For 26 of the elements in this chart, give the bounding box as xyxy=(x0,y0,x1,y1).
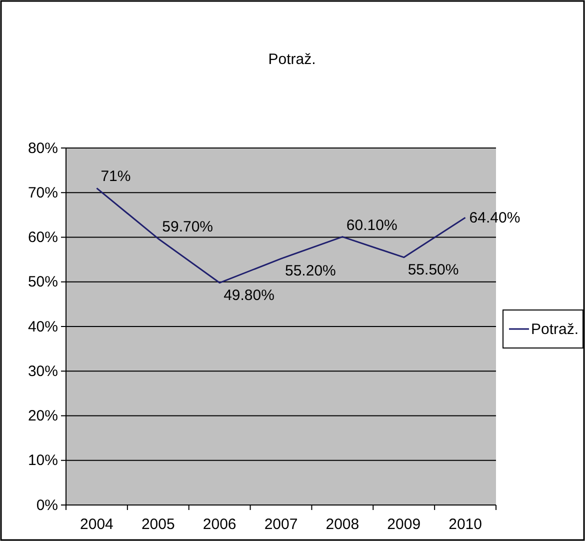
y-tick-label: 20% xyxy=(28,408,58,425)
x-tick-label: 2004 xyxy=(80,516,114,533)
data-label: 60.10% xyxy=(346,216,398,234)
x-tick-label: 2006 xyxy=(202,516,236,533)
y-tick-label: 60% xyxy=(28,229,58,246)
y-tick-label: 80% xyxy=(28,140,58,157)
data-label: 59.70% xyxy=(162,218,214,236)
data-label: 55.20% xyxy=(285,262,336,280)
y-tick-label: 30% xyxy=(28,362,58,380)
data-label: 55.50% xyxy=(408,261,459,278)
x-tick-label: 2010 xyxy=(448,516,482,533)
data-label: 49.80% xyxy=(224,286,274,304)
y-tick-label: 0% xyxy=(36,496,58,514)
x-tick-label: 2007 xyxy=(264,516,298,533)
y-tick-label: 70% xyxy=(28,184,58,202)
x-tick-label: 2009 xyxy=(387,516,421,533)
y-tick-label: 10% xyxy=(28,452,58,470)
legend-label: Potraž. xyxy=(531,321,579,338)
line-series xyxy=(96,187,466,284)
x-tick-label: 2005 xyxy=(141,516,175,533)
x-tick-label: 2008 xyxy=(326,516,360,533)
data-label: 71% xyxy=(100,168,131,186)
y-tick-label: 40% xyxy=(28,318,58,336)
chart-title: Potraž. xyxy=(268,51,316,68)
data-label: 64.40% xyxy=(469,210,520,227)
y-tick-label: 50% xyxy=(28,274,58,291)
